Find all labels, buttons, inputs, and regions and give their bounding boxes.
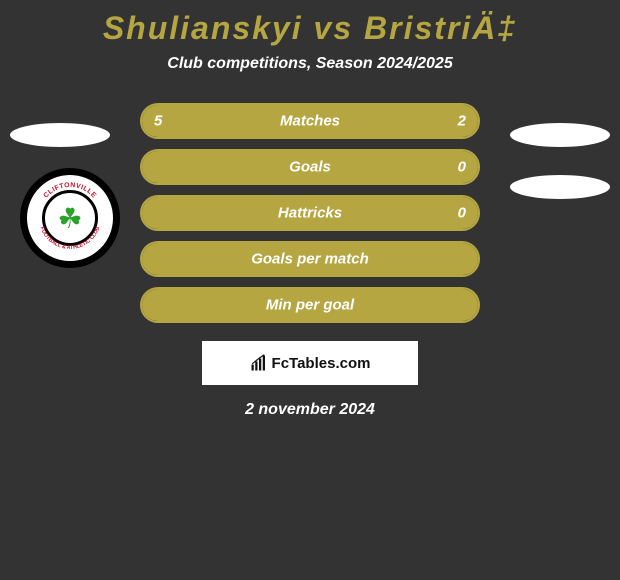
stat-fill-left (142, 105, 381, 137)
stat-value-right: 2 (458, 113, 466, 130)
stat-label: Hattricks (278, 205, 342, 222)
stat-label: Min per goal (266, 297, 354, 314)
footer-date: 2 november 2024 (245, 401, 375, 419)
svg-text:FOOTBALL & ATHLETIC CLUB: FOOTBALL & ATHLETIC CLUB (39, 226, 102, 251)
club-right-badge-placeholder (510, 175, 610, 199)
stat-value-right: 0 (458, 159, 466, 176)
main-container: Shulianskyi vs BristriÄ‡ Club competitio… (0, 0, 620, 419)
stat-value-right: 0 (458, 205, 466, 222)
stat-row-min-per-goal: Min per goal (140, 287, 480, 323)
chart-icon (250, 354, 268, 372)
stats-section: CLIFTONVILLE FOOTBALL & ATHLETIC CLUB ☘ … (0, 103, 620, 419)
stat-label: Matches (280, 113, 340, 130)
club-left-badge: CLIFTONVILLE FOOTBALL & ATHLETIC CLUB ☘ (20, 168, 120, 268)
svg-text:CLIFTONVILLE: CLIFTONVILLE (42, 182, 97, 200)
badge-ring-text: CLIFTONVILLE FOOTBALL & ATHLETIC CLUB (27, 175, 113, 261)
stat-row-goals-per-match: Goals per match (140, 241, 480, 277)
watermark-box: FcTables.com (202, 341, 418, 385)
stat-label: Goals per match (251, 251, 369, 268)
stat-row-goals: Goals 0 (140, 149, 480, 185)
page-title: Shulianskyi vs BristriÄ‡ (103, 10, 517, 47)
player-left-avatar-placeholder (10, 123, 110, 147)
stat-row-hattricks: Hattricks 0 (140, 195, 480, 231)
watermark-text: FcTables.com (272, 355, 371, 372)
stat-row-matches: Matches 5 2 (140, 103, 480, 139)
badge-outer-ring: CLIFTONVILLE FOOTBALL & ATHLETIC CLUB ☘ (20, 168, 120, 268)
player-right-avatar-placeholder (510, 123, 610, 147)
stat-value-left: 5 (154, 113, 162, 130)
stat-label: Goals (289, 159, 331, 176)
page-subtitle: Club competitions, Season 2024/2025 (167, 55, 452, 73)
